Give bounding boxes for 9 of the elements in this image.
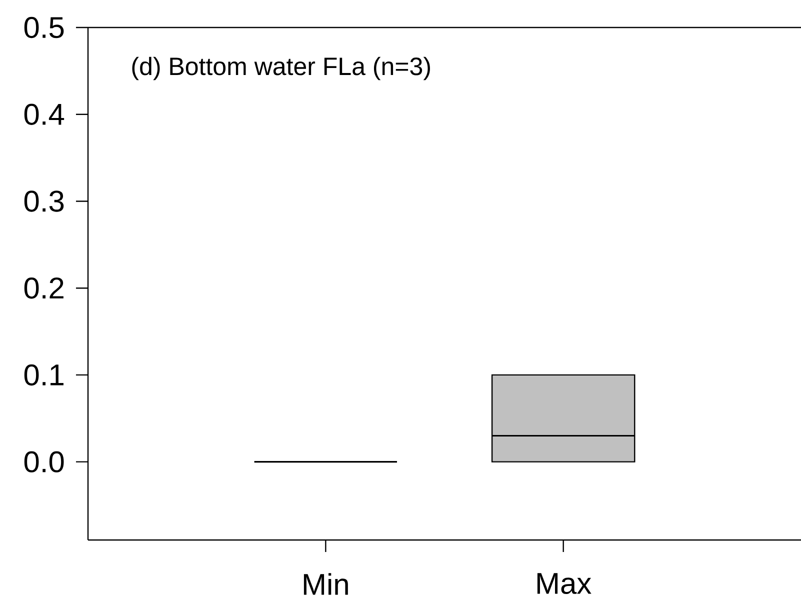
x-tick-label: Max: [537, 573, 592, 594]
y-tick-label: 0.5: [24, 16, 64, 38]
y-tick-label: 0.2: [24, 277, 64, 299]
y-tick-label: 0.1: [24, 364, 64, 386]
y-tick-label: 0.4: [24, 104, 64, 125]
text: (d) Bottom water FLa (n=3): [132, 56, 430, 80]
y-tick-label: 0.3: [24, 190, 64, 212]
x-tick-label: Min: [304, 573, 348, 595]
y-tick-label: 0.0: [24, 451, 64, 472]
